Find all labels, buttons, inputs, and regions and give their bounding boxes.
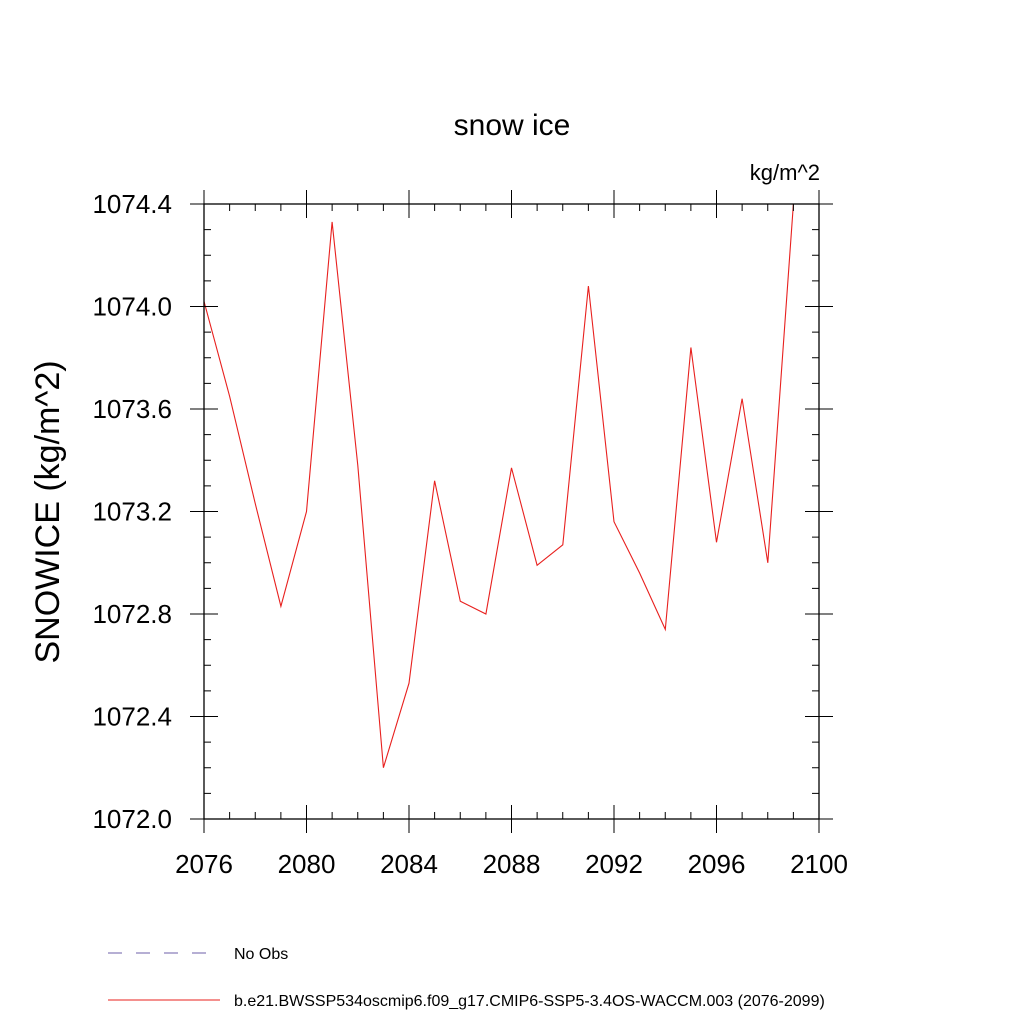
y-tick-label: 1074.4	[92, 189, 172, 219]
legend-label: b.e21.BWSSP534oscmip6.f09_g17.CMIP6-SSP5…	[234, 993, 825, 1010]
plot-lines	[203, 203, 794, 768]
x-tick-label: 2080	[278, 849, 336, 879]
y-tick-label: 1072.8	[92, 599, 172, 629]
x-tick-label: 2088	[483, 849, 541, 879]
y-axis-ticks	[190, 203, 833, 820]
x-tick-label: 2076	[175, 849, 233, 879]
series-line	[203, 203, 794, 768]
y-axis-tick-labels: 1072.0 1072.4 1072.8 1073.2 1073.6 1074.0 1074…	[92, 189, 172, 834]
y-tick-label: 1072.0	[92, 804, 172, 834]
plot-frame	[203, 203, 820, 820]
legend: No Obs b.e21.BWSSP534oscmip6.f09_g17.CMIP…	[108, 946, 825, 1010]
y-tick-label: 1074.0	[92, 292, 172, 322]
y-axis-label: SNOWICE (kg/m^2)	[29, 360, 67, 663]
x-tick-label: 2084	[380, 849, 438, 879]
x-tick-label: 2100	[790, 849, 848, 879]
y-tick-label: 1072.4	[92, 702, 172, 732]
chart-title: snow ice	[454, 109, 571, 142]
y-tick-label: 1073.6	[92, 394, 172, 424]
x-axis-tick-labels: 2076 2080 2084 2088 2092 2096 2100	[175, 849, 848, 879]
y-tick-label: 1073.2	[92, 497, 172, 527]
units-label: kg/m^2	[750, 160, 820, 185]
x-tick-label: 2092	[585, 849, 643, 879]
x-tick-label: 2096	[688, 849, 746, 879]
x-axis-ticks	[203, 190, 820, 833]
legend-label: No Obs	[234, 946, 288, 963]
